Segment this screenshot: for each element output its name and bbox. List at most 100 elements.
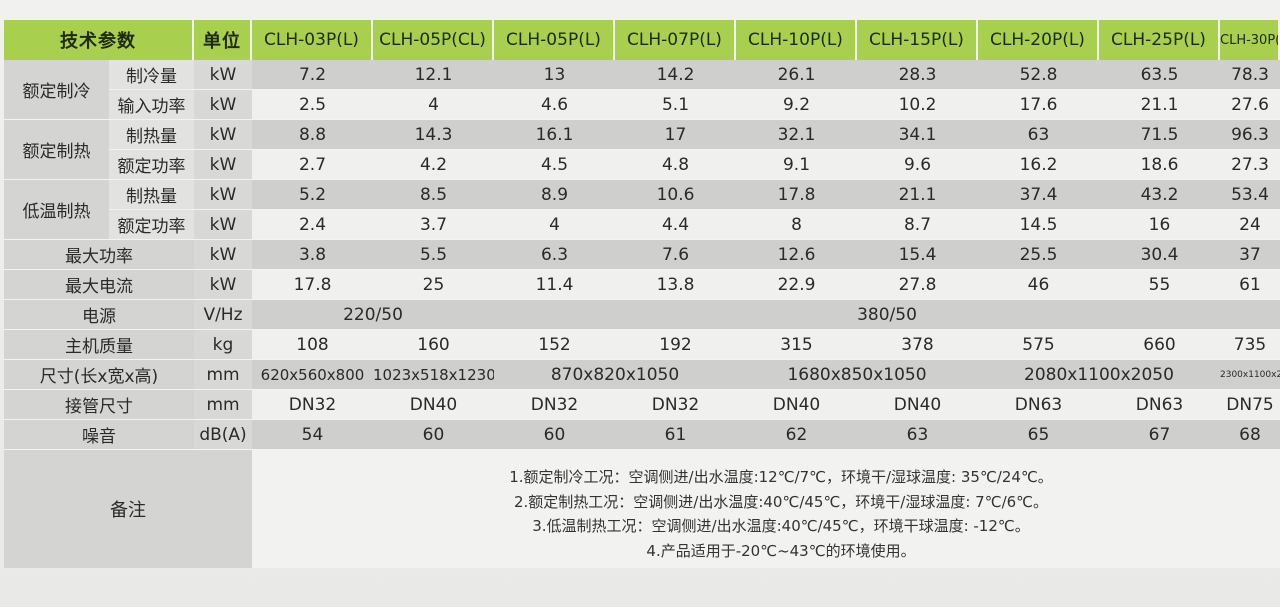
cell: DN32 <box>615 390 736 420</box>
cell: DN40 <box>857 390 978 420</box>
cell: 4 <box>373 90 494 120</box>
cell: 5.5 <box>373 240 494 270</box>
table-row: 额定制冷 制冷量 kW 7.2 12.1 13 14.2 26.1 28.3 5… <box>4 60 1280 120</box>
cell: 46 <box>978 270 1099 300</box>
cell: 54 <box>252 420 373 450</box>
row-label: 最大电流 <box>4 270 194 300</box>
cell: 16 <box>1099 210 1220 240</box>
cell: 96.3 <box>1220 120 1280 150</box>
row-unit: dB(A) <box>194 420 252 450</box>
cell: 8.9 <box>494 180 615 210</box>
row-unit: kW <box>194 240 252 270</box>
cell: 14.2 <box>615 60 736 90</box>
cell: 65 <box>978 420 1099 450</box>
cell: 63 <box>978 120 1099 150</box>
cell: 18.6 <box>1099 150 1220 180</box>
category-heating: 额定制热 <box>4 120 109 180</box>
cell: 735 <box>1220 330 1280 360</box>
cell: 27.8 <box>857 270 978 300</box>
cell: 152 <box>494 330 615 360</box>
cell: 2.5 <box>252 90 373 120</box>
cell: 24 <box>1220 210 1280 240</box>
model-header: CLH-03P(L) <box>252 20 373 60</box>
cell: 55 <box>1099 270 1220 300</box>
cell: 620x560x800 <box>252 360 373 390</box>
row-label: 接管尺寸 <box>4 390 194 420</box>
row-unit: kW <box>194 120 252 150</box>
cell: 660 <box>1099 330 1220 360</box>
cell: 4.2 <box>373 150 494 180</box>
row-unit: V/Hz <box>194 300 252 330</box>
cell: 4.5 <box>494 150 615 180</box>
row-label: 主机质量 <box>4 330 194 360</box>
cell: 37.4 <box>978 180 1099 210</box>
notes-body: 1.额定制冷工况：空调侧进/出水温度:12℃/7℃，环境干/湿球温度: 35℃/… <box>252 450 1280 568</box>
row-label: 最大功率 <box>4 240 194 270</box>
cell: 2.7 <box>252 150 373 180</box>
table-row: 最大功率 kW 3.8 5.5 6.3 7.6 12.6 15.4 25.5 3… <box>4 240 1280 270</box>
cell: 37 <box>1220 240 1280 270</box>
table-row: 电源 V/Hz 220/50 380/50 <box>4 300 1280 330</box>
cell: 8 <box>736 210 857 240</box>
header-row: 技术参数 单位 CLH-03P(L) CLH-05P(CL) CLH-05P(L… <box>4 20 1280 60</box>
row-label: 尺寸(长x宽x高) <box>4 360 194 390</box>
notes-row: 备注 1.额定制冷工况：空调侧进/出水温度:12℃/7℃，环境干/湿球温度: 3… <box>4 450 1280 568</box>
cell: 192 <box>615 330 736 360</box>
cell: 28.3 <box>857 60 978 90</box>
cell-merged: 1680x850x1050 <box>736 360 978 390</box>
table-row: 额定制热 制热量 kW 8.8 14.3 16.1 17 32.1 34.1 6… <box>4 120 1280 180</box>
row-unit: kW <box>194 150 252 180</box>
table-row: 低温制热 制热量 kW 5.2 8.5 8.9 10.6 17.8 21.1 3… <box>4 180 1280 240</box>
cell: 315 <box>736 330 857 360</box>
cell: 5.1 <box>615 90 736 120</box>
cell: 17.8 <box>252 270 373 300</box>
row-label: 制热量 <box>109 120 194 150</box>
model-header: CLH-05P(CL) <box>373 20 494 60</box>
cell: 4.6 <box>494 90 615 120</box>
cell: 7.2 <box>252 60 373 90</box>
cell: 2300x1100x2135 <box>1220 360 1280 390</box>
row-label: 噪音 <box>4 420 194 450</box>
unit-header: 单位 <box>194 20 252 60</box>
cell: 3.7 <box>373 210 494 240</box>
cell: 1023x518x1230 <box>373 360 494 390</box>
cell: 14.5 <box>978 210 1099 240</box>
table-row: 接管尺寸 mm DN32 DN40 DN32 DN32 DN40 DN40 DN… <box>4 390 1280 420</box>
row-label: 制热量 <box>109 180 194 210</box>
row-unit: kW <box>194 270 252 300</box>
cell: 13 <box>494 60 615 90</box>
cell: 78.3 <box>1220 60 1280 90</box>
cell: DN40 <box>736 390 857 420</box>
cell: 21.1 <box>1099 90 1220 120</box>
model-header: CLH-30P(L) <box>1220 20 1280 60</box>
cell: 71.5 <box>1099 120 1220 150</box>
cell: 9.6 <box>857 150 978 180</box>
cell: 60 <box>373 420 494 450</box>
category-lowtemp: 低温制热 <box>4 180 109 240</box>
note-item: 3.低温制热工况：空调侧进/出水温度:40℃/45℃，环境干球温度: -12℃。 <box>532 517 1030 535</box>
cell: 4 <box>494 210 615 240</box>
table-row: 主机质量 kg 108 160 152 192 315 378 575 660 … <box>4 330 1280 360</box>
cell: 6.3 <box>494 240 615 270</box>
cell: 25 <box>373 270 494 300</box>
cell: 27.6 <box>1220 90 1280 120</box>
cell: 25.5 <box>978 240 1099 270</box>
cell: DN40 <box>373 390 494 420</box>
cell: 27.3 <box>1220 150 1280 180</box>
cell: 16.2 <box>978 150 1099 180</box>
cell: DN32 <box>494 390 615 420</box>
cell: 63 <box>857 420 978 450</box>
cell: 160 <box>373 330 494 360</box>
model-header: CLH-25P(L) <box>1099 20 1220 60</box>
cell: 4.4 <box>615 210 736 240</box>
cell: DN63 <box>1099 390 1220 420</box>
row-label: 输入功率 <box>109 90 194 120</box>
cell: 7.6 <box>615 240 736 270</box>
cell: 13.8 <box>615 270 736 300</box>
row-label: 额定功率 <box>109 210 194 240</box>
table-row: 额定功率 kW 2.4 3.7 4 4.4 8 8.7 14.5 16 24 <box>4 210 1280 240</box>
cell: 60 <box>494 420 615 450</box>
cell: 32.1 <box>736 120 857 150</box>
model-header: CLH-07P(L) <box>615 20 736 60</box>
